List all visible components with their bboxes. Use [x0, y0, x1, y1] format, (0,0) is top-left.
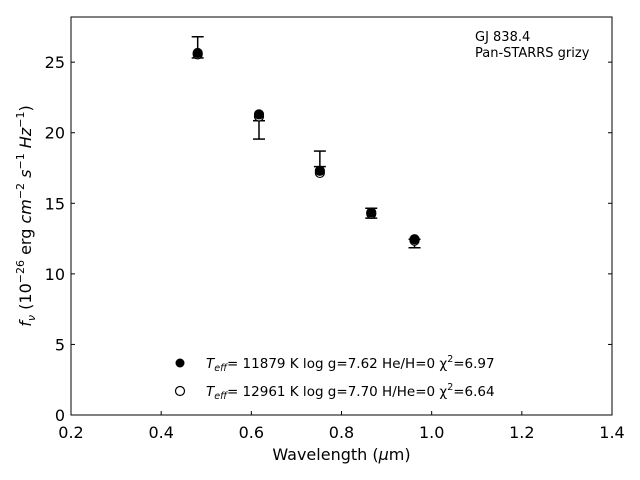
legend-label-2: Teff= 12961 K log g=7.70 H/He=0 χ2=6.64 [206, 382, 495, 402]
point-filled [366, 207, 377, 218]
legend-label-1: Teff= 11879 K log g=7.62 He/H=0 χ2=6.97 [206, 354, 495, 374]
x-axis-ticks: 0.2 0.4 0.6 0.8 1.0 1.2 1.4 [58, 411, 625, 442]
y-tick-label: 20 [45, 124, 65, 143]
plot-area [70, 16, 613, 416]
legend-marker-filled [175, 358, 185, 368]
legend: Teff= 11879 K log g=7.62 He/H=0 χ2=6.97 … [174, 354, 495, 402]
y-tick-label: 10 [45, 265, 65, 284]
y-tick-label: 25 [45, 53, 65, 72]
y-tick-label: 5 [55, 335, 65, 354]
x-tick-label: 0.4 [148, 423, 173, 442]
legend-marker-open [174, 385, 186, 397]
x-tick-label: 0.8 [329, 423, 354, 442]
annotation-object: GJ 838.4 [475, 30, 530, 45]
point-filled [192, 47, 203, 59]
x-tick-label: 0.2 [58, 423, 83, 442]
y-axis-label: fν (10−26 erg cm−2 s−1 Hz−1) [14, 105, 38, 326]
x-tick-label: 0.6 [239, 423, 264, 442]
x-tick-label: 1.2 [509, 423, 534, 442]
x-tick-label: 1.4 [599, 423, 624, 442]
y-axis-ticks: 0 5 10 15 20 25 [45, 53, 612, 425]
point-filled [314, 165, 325, 176]
annotation-survey: Pan-STARRS grizy [475, 46, 590, 61]
point-filled [409, 234, 420, 245]
x-axis-label: Wavelength (μm) [272, 445, 410, 464]
x-tick-label: 1.0 [419, 423, 444, 442]
y-tick-label: 0 [55, 406, 65, 425]
point-filled [253, 109, 265, 120]
y-tick-label: 15 [45, 194, 65, 213]
model-points [192, 47, 420, 246]
